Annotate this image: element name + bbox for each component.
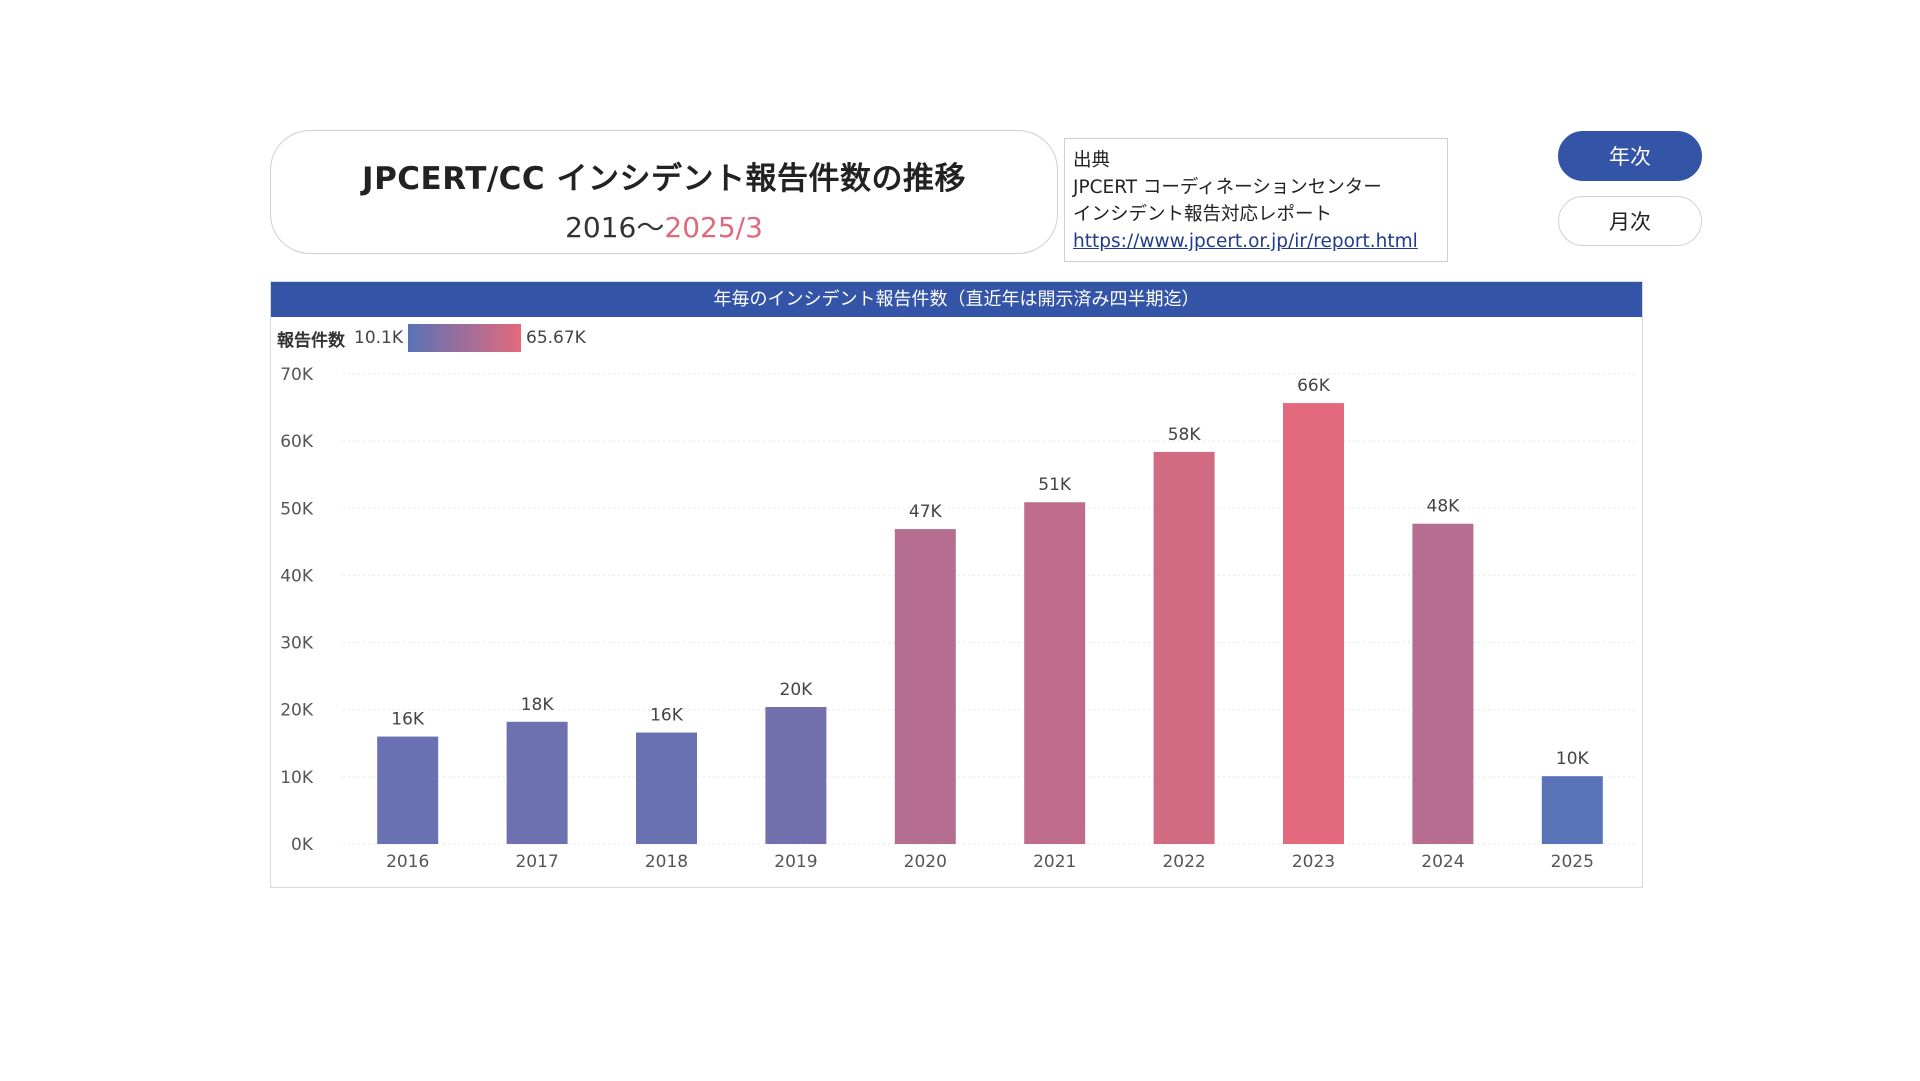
legend-title: 報告件数 bbox=[277, 330, 345, 351]
y-tick-label: 50K bbox=[280, 499, 314, 519]
x-tick-label: 2016 bbox=[386, 852, 429, 872]
chart-panel: 0K 10K 20K 30K 40K 50K 60K 70K 16K 2016 18K 2017 16K… bbox=[270, 281, 1643, 888]
bar bbox=[377, 736, 439, 844]
x-tick-label: 2019 bbox=[774, 852, 817, 872]
x-tick-label: 2017 bbox=[515, 852, 558, 872]
bar bbox=[636, 732, 697, 844]
bar bbox=[894, 529, 956, 844]
x-tick-label: 2022 bbox=[1162, 852, 1205, 872]
bar bbox=[1412, 523, 1474, 844]
source-label: 出典 bbox=[1073, 150, 1111, 171]
x-tick-label: 2018 bbox=[645, 852, 688, 872]
source-box: 出典 JPCERT コーディネーションセンター インシデント報告対応レポート h… bbox=[1064, 138, 1448, 262]
date-range-end: 2025/3 bbox=[664, 211, 763, 244]
bar bbox=[506, 721, 568, 844]
x-tick-label: 2020 bbox=[904, 852, 947, 872]
page-title: JPCERT/CC インシデント報告件数の推移 bbox=[362, 161, 966, 197]
bar-chart: 0K 10K 20K 30K 40K 50K 60K 70K 16K 2016 18K 2017 16K… bbox=[280, 365, 1637, 872]
data-label: 47K bbox=[909, 502, 943, 522]
title-card: JPCERT/CC インシデント報告件数の推移 2016〜2025/3 bbox=[270, 130, 1058, 254]
y-tick-label: 0K bbox=[291, 835, 314, 855]
legend-gradient-bar bbox=[408, 324, 521, 352]
data-label: 10K bbox=[1556, 749, 1590, 769]
bar bbox=[1153, 451, 1215, 844]
y-tick-label: 10K bbox=[280, 768, 314, 788]
monthly-toggle-button[interactable]: 月次 bbox=[1558, 196, 1702, 246]
chart-title: 年毎のインシデント報告件数（直近年は開示済み四半期迄） bbox=[271, 282, 1642, 317]
data-label: 16K bbox=[391, 710, 425, 730]
date-range-start: 2016〜 bbox=[565, 211, 665, 244]
y-tick-label: 40K bbox=[280, 566, 314, 586]
source-link[interactable]: https://www.jpcert.or.jp/ir/report.html bbox=[1073, 231, 1418, 252]
data-label: 58K bbox=[1168, 425, 1202, 445]
data-label: 20K bbox=[780, 680, 814, 700]
data-label: 48K bbox=[1427, 497, 1461, 517]
legend-min-label: 10.1K bbox=[354, 328, 403, 348]
y-tick-label: 30K bbox=[280, 634, 314, 654]
color-legend: 報告件数 10.1K 65.67K bbox=[277, 323, 586, 353]
bar bbox=[765, 707, 827, 844]
data-label: 18K bbox=[521, 695, 555, 715]
x-tick-label: 2021 bbox=[1033, 852, 1076, 872]
bar bbox=[1024, 502, 1086, 844]
date-range: 2016〜2025/3 bbox=[271, 206, 1057, 246]
legend-max-label: 65.67K bbox=[526, 328, 586, 348]
y-tick-label: 70K bbox=[280, 365, 314, 385]
data-label: 16K bbox=[650, 706, 684, 726]
bar bbox=[1541, 776, 1603, 844]
yearly-toggle-button[interactable]: 年次 bbox=[1558, 131, 1702, 181]
x-tick-label: 2024 bbox=[1421, 852, 1464, 872]
source-org: JPCERT コーディネーションセンター bbox=[1073, 177, 1382, 198]
y-tick-label: 60K bbox=[280, 432, 314, 452]
y-tick-label: 20K bbox=[280, 701, 314, 721]
data-label: 66K bbox=[1297, 376, 1331, 396]
source-report: インシデント報告対応レポート bbox=[1073, 204, 1333, 225]
data-label: 51K bbox=[1038, 475, 1072, 495]
x-tick-label: 2023 bbox=[1292, 852, 1335, 872]
bar bbox=[1283, 403, 1344, 844]
x-tick-label: 2025 bbox=[1551, 852, 1594, 872]
